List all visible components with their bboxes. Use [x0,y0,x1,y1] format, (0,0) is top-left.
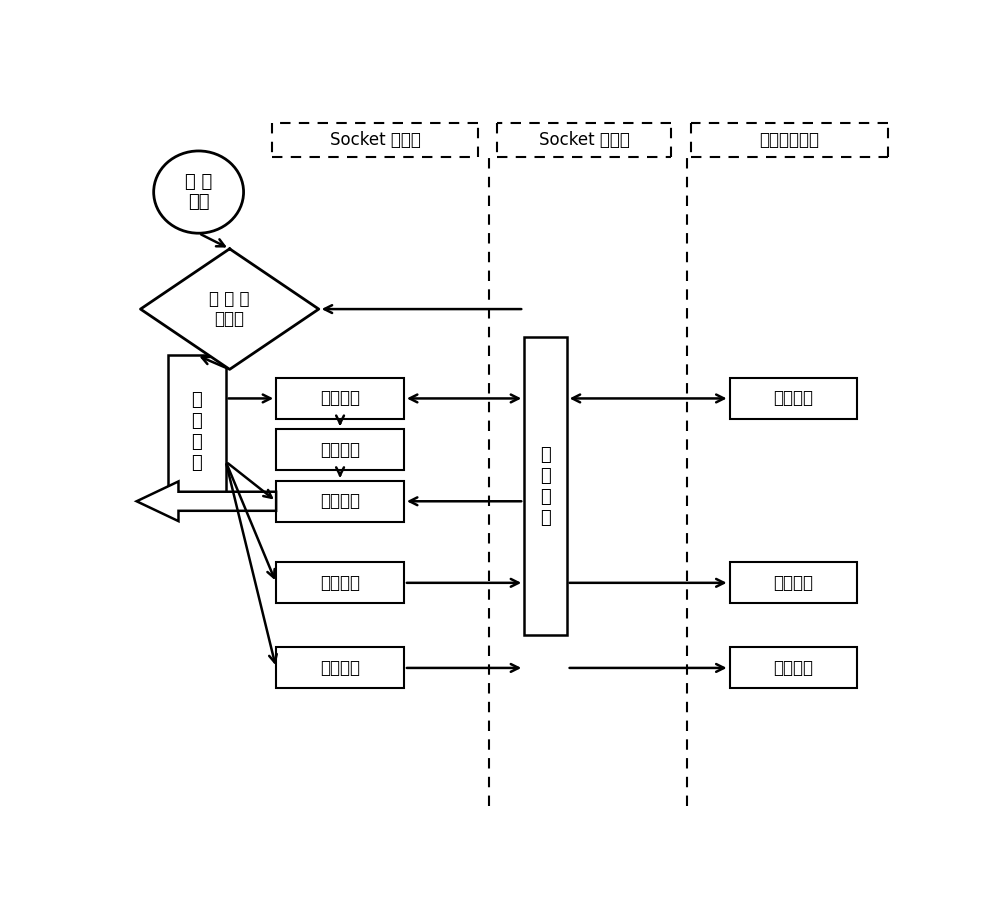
Circle shape [154,151,244,233]
Polygon shape [137,482,276,521]
Bar [276,647,404,689]
Bar [276,562,404,603]
Text: 分析模块: 分析模块 [320,440,360,459]
Bar [730,647,857,689]
Bar [276,481,404,522]
Bar [276,429,404,470]
Text: 执行命令: 执行命令 [773,574,813,592]
Text: 执行模块: 执行模块 [320,574,360,592]
Text: 导出模块: 导出模块 [320,492,360,510]
Text: 响
应
请
求: 响 应 请 求 [540,446,551,527]
Text: 更新驱动: 更新驱动 [773,659,813,677]
Text: 用
户
请
求: 用 户 请 求 [191,391,202,472]
Bar [524,337,567,635]
Text: Socket 服务端: Socket 服务端 [539,131,630,148]
Bar [168,356,226,507]
Bar [276,378,404,419]
Text: Socket 客户端: Socket 客户端 [330,131,420,148]
Text: 音视频加速卡: 音视频加速卡 [760,131,820,148]
Text: 升级模块: 升级模块 [320,659,360,677]
Bar [730,378,857,419]
Bar [730,562,857,603]
Text: 查询模块: 查询模块 [320,390,360,407]
Text: 配 置
模块: 配 置 模块 [185,172,212,212]
Polygon shape [140,249,319,369]
Text: 网 络 连
接测试: 网 络 连 接测试 [209,290,250,329]
Text: 查询信息: 查询信息 [773,390,813,407]
